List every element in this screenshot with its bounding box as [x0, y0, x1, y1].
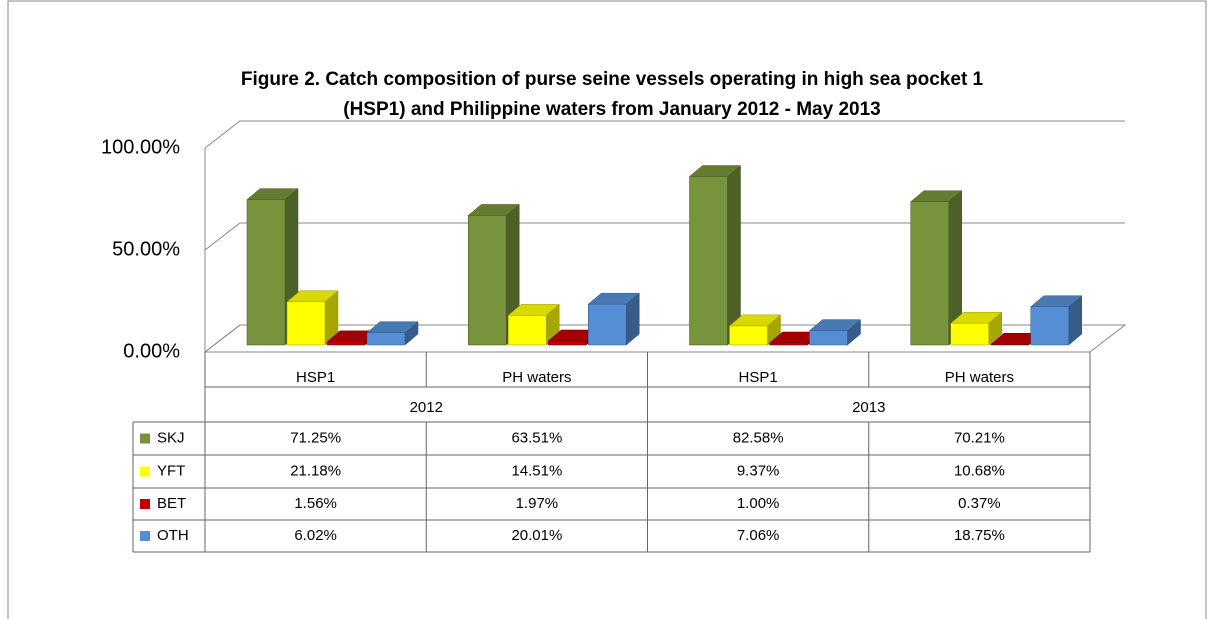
table-value: 0.37%: [958, 495, 1001, 512]
bar-face: [246, 199, 286, 346]
legend-swatch: [140, 499, 150, 509]
y-tick-label: 0.00%: [123, 340, 180, 362]
bar-face: [508, 315, 547, 346]
table-value: 82.58%: [733, 429, 784, 446]
bar-face: [286, 301, 326, 346]
x-tick-label: HSP1: [739, 369, 778, 386]
chart-title: (HSP1) and Philippine waters from Januar…: [343, 99, 880, 120]
bar-face: [326, 341, 366, 346]
table-value: 63.51%: [511, 429, 562, 446]
table-value: 18.75%: [954, 527, 1005, 544]
legend-swatch: [140, 433, 150, 444]
x-tick-label: PH waters: [945, 369, 1014, 386]
bar-face: [809, 330, 848, 346]
bar: [366, 321, 419, 346]
x-tick-label: HSP1: [296, 369, 335, 386]
table-value: 7.06%: [737, 527, 780, 544]
legend-label: OTH: [157, 527, 189, 544]
bar-face: [548, 340, 587, 346]
bar-face: [689, 176, 728, 346]
bar-face: [366, 332, 406, 346]
bar: [950, 311, 1003, 346]
grid-line: [204, 222, 1125, 251]
table-value: 70.21%: [954, 429, 1005, 446]
chart-title: Figure 2. Catch composition of purse sei…: [241, 69, 984, 90]
table-value: 10.68%: [954, 462, 1005, 479]
bar-face: [910, 201, 949, 346]
grid-line: [204, 120, 1125, 149]
y-tick-label: 100.00%: [101, 136, 180, 158]
bar-face: [769, 342, 808, 346]
bar-face: [990, 343, 1029, 346]
chart-border: [7, 0, 1207, 619]
y-tick-label: 50.00%: [112, 238, 180, 260]
bar-face: [1030, 306, 1069, 346]
bar-face: [468, 215, 507, 346]
bar: [688, 164, 742, 346]
bar: [286, 290, 339, 346]
legend-label: BET: [157, 495, 186, 512]
bar: [910, 190, 963, 346]
bar: [587, 292, 640, 346]
legend-swatch: [140, 531, 150, 541]
table-value: 71.25%: [290, 429, 341, 446]
table-value: 21.18%: [290, 462, 341, 479]
legend-label: YFT: [157, 462, 185, 479]
bar: [728, 314, 782, 346]
table-value: 1.97%: [516, 495, 559, 512]
bar-face: [729, 325, 768, 346]
legend-label: SKJ: [157, 429, 185, 446]
bar: [1030, 295, 1083, 346]
table-value: 14.51%: [511, 462, 562, 479]
table-value: 6.02%: [294, 527, 337, 544]
x-group-label: 2012: [410, 399, 443, 416]
legend-swatch: [140, 466, 150, 477]
bar: [808, 319, 862, 346]
table-value: 1.00%: [737, 495, 780, 512]
table-value: 20.01%: [511, 527, 562, 544]
table-value: 1.56%: [294, 495, 337, 512]
x-tick-label: PH waters: [502, 369, 571, 386]
x-group-label: 2013: [852, 399, 885, 416]
table-value: 9.37%: [737, 462, 780, 479]
bar-face: [588, 303, 627, 346]
bar: [507, 303, 560, 346]
bar-face: [950, 322, 989, 346]
